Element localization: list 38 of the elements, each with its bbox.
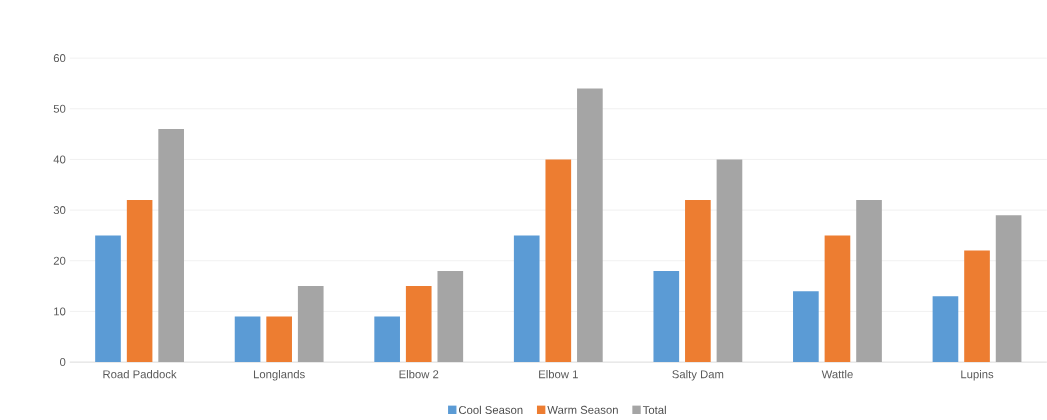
bar bbox=[856, 200, 882, 363]
bar bbox=[793, 291, 819, 363]
y-tick-label: 40 bbox=[53, 155, 66, 164]
bar bbox=[653, 271, 680, 363]
bar bbox=[158, 129, 184, 363]
bar bbox=[685, 200, 711, 363]
x-tick-label: Lupins bbox=[961, 370, 994, 381]
x-tick-label: Salty Dam bbox=[672, 370, 724, 381]
y-tick-label: 60 bbox=[53, 54, 66, 63]
bar bbox=[577, 88, 603, 363]
bar bbox=[437, 271, 464, 363]
x-tick-label: Road Paddock bbox=[103, 370, 177, 379]
x-tick-label: Elbow 1 bbox=[539, 370, 578, 379]
bar bbox=[513, 235, 540, 363]
y-tick-label: 0 bbox=[59, 358, 66, 367]
x-tick-label: Longlands bbox=[253, 370, 305, 381]
bar bbox=[932, 296, 959, 363]
bar bbox=[95, 235, 121, 363]
x-tick-label: Wattle bbox=[821, 370, 853, 379]
bar bbox=[824, 235, 851, 363]
y-tick-label: 50 bbox=[53, 105, 66, 113]
legend-label: Cool Season bbox=[458, 405, 523, 415]
bar bbox=[126, 200, 153, 363]
y-tick-label: 20 bbox=[53, 256, 66, 265]
bar bbox=[374, 316, 400, 363]
bar bbox=[266, 316, 292, 363]
bar bbox=[234, 316, 261, 363]
y-tick-label: 10 bbox=[54, 307, 66, 316]
x-tick-label: Elbow 2 bbox=[399, 370, 439, 379]
legend-label: Warm Season bbox=[547, 406, 618, 415]
y-tick-label: 30 bbox=[53, 206, 66, 215]
bar bbox=[297, 286, 324, 363]
legend-label: Total bbox=[642, 405, 666, 415]
bar bbox=[405, 286, 432, 363]
bar bbox=[964, 250, 990, 363]
bar bbox=[995, 215, 1022, 363]
bar bbox=[545, 159, 572, 363]
bar bbox=[716, 159, 743, 363]
